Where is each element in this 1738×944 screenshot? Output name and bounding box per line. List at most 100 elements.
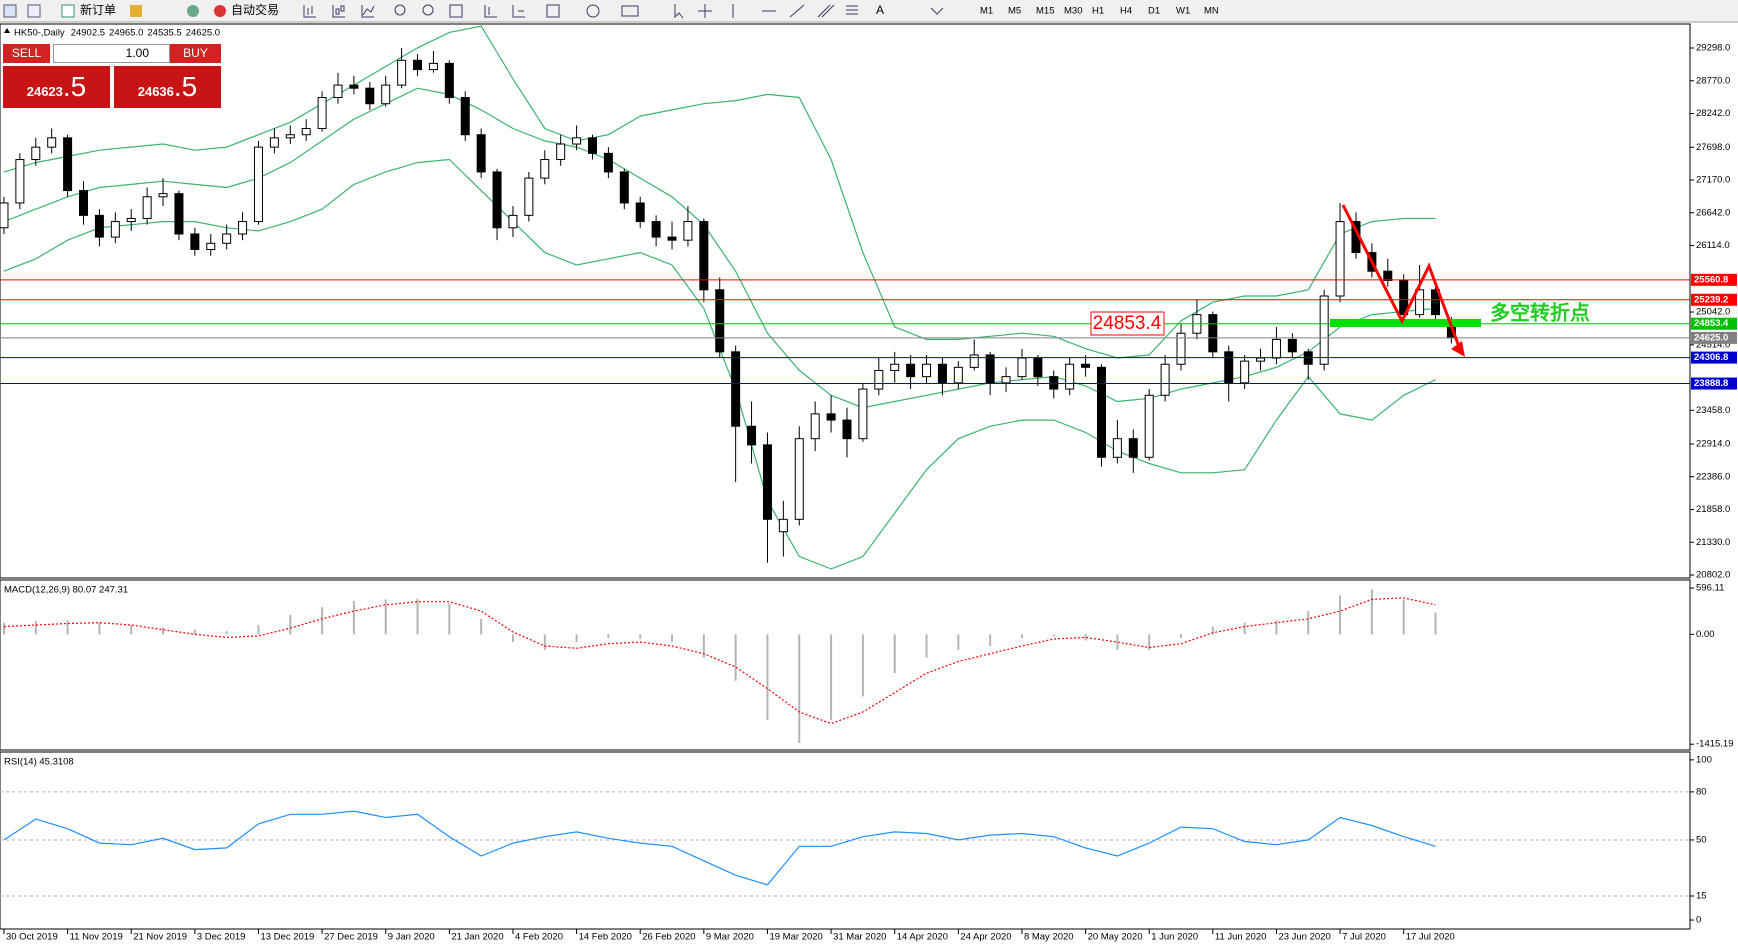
trendline-tool[interactable]: [789, 4, 805, 18]
text-tool[interactable]: A: [876, 3, 884, 17]
macd-pane: [0, 579, 1691, 751]
ask-main: 24636: [137, 84, 174, 99]
timeframe[interactable]: H4: [1120, 6, 1132, 17]
rsi-pane: [0, 751, 1691, 930]
x-tick-label: 27 Dec 2019: [324, 932, 378, 943]
price-level-box: [1691, 317, 1737, 330]
tile-tool[interactable]: [449, 4, 463, 18]
period-tool[interactable]: [586, 4, 600, 18]
y-tick-label: 28242.0: [1696, 108, 1730, 119]
candle-body: [1144, 394, 1154, 458]
candle-body: [794, 438, 804, 520]
indicator-line: [3, 87, 1436, 409]
timeframe[interactable]: MN: [1204, 6, 1219, 17]
timeframe[interactable]: M5: [1008, 6, 1021, 17]
scroll-tool[interactable]: [484, 5, 497, 18]
zoom-out[interactable]: [422, 4, 434, 16]
y-tick-label: 24514.0: [1696, 339, 1730, 350]
sell-button[interactable]: SELL: [3, 44, 50, 63]
x-tick-label: 8 May 2020: [1024, 932, 1074, 943]
y-tick-label: 0.00: [1696, 629, 1715, 640]
y-tick-label: 20802.0: [1696, 570, 1730, 581]
candle-body: [572, 137, 582, 145]
candle-body: [206, 242, 216, 250]
channel-tool[interactable]: [817, 4, 835, 18]
timeframe[interactable]: M15: [1036, 6, 1054, 17]
price-level-label: 24853.4: [1694, 318, 1729, 329]
x-tick-label: 11 Nov 2019: [70, 932, 123, 943]
x-tick-label: 24 Apr 2020: [960, 932, 1011, 943]
candle-body: [619, 171, 629, 204]
arrow-tool[interactable]: [930, 7, 944, 15]
bid-price[interactable]: 24623.5: [3, 66, 110, 108]
candle-body: [922, 363, 932, 378]
bid-main: 24623: [26, 84, 63, 99]
ask-price[interactable]: 24636.5: [114, 66, 221, 108]
x-tick-label: 20 May 2020: [1088, 932, 1143, 943]
timeframe[interactable]: H1: [1092, 6, 1104, 17]
candle-body: [1065, 363, 1075, 390]
header-value: 24625.0: [186, 28, 220, 39]
timeframe[interactable]: D1: [1148, 6, 1160, 17]
candle-body: [1256, 357, 1266, 362]
candle-body: [762, 444, 772, 520]
lots-input[interactable]: 1.00: [53, 44, 170, 63]
candle-body: [397, 59, 407, 86]
candle-body: [1033, 357, 1043, 378]
line-tool[interactable]: [361, 5, 375, 18]
collapse-icon: [4, 28, 10, 33]
template-tool[interactable]: [621, 5, 639, 17]
price-level-box: [1691, 293, 1737, 306]
zoom-in[interactable]: [394, 4, 406, 16]
tool-icon[interactable]: [27, 4, 41, 18]
timeframe[interactable]: W1: [1176, 6, 1190, 17]
y-tick-label: 27170.0: [1696, 175, 1730, 186]
bid-tail: .5: [62, 71, 87, 102]
candle-body: [1208, 314, 1218, 353]
buy-button[interactable]: BUY: [170, 44, 221, 63]
candle-body: [747, 425, 757, 446]
candle-body: [476, 134, 486, 173]
fibo-tool[interactable]: [846, 5, 858, 15]
auto-trading-icon[interactable]: [214, 5, 226, 17]
timeframe[interactable]: M30: [1064, 6, 1082, 17]
auto-trading[interactable]: 自动交易: [231, 2, 279, 17]
pane-title: HK50-,Daily: [14, 28, 65, 39]
candle-body: [508, 214, 518, 229]
candle-body: [1176, 332, 1186, 365]
candle-body: [94, 214, 104, 238]
tool-icons: [303, 4, 944, 19]
y-tick-label: 26642.0: [1696, 207, 1730, 218]
candle-body: [953, 366, 963, 384]
tool-icon[interactable]: [130, 5, 142, 17]
bar-chart-tool[interactable]: [303, 5, 316, 18]
candle-body: [47, 137, 57, 148]
x-tick-label: 14 Feb 2020: [579, 932, 632, 943]
one-click-trading: SELL 1.00 BUY 24623.5 24636.5: [3, 44, 221, 108]
price-annotation-box: [1090, 311, 1165, 336]
crosshair-tool[interactable]: [698, 4, 712, 18]
new-order-icon[interactable]: [61, 4, 75, 18]
candle-body: [492, 171, 502, 229]
shift-tool[interactable]: [512, 5, 525, 18]
indicator-tool[interactable]: [546, 4, 560, 18]
candle-body: [285, 134, 295, 139]
candle-body: [651, 221, 661, 238]
tool-icon[interactable]: [3, 4, 17, 18]
candle-body: [985, 354, 995, 384]
price-level-label: 25239.2: [1694, 294, 1728, 305]
candle-tool[interactable]: [332, 5, 345, 18]
header-value: 24965.0: [109, 28, 143, 39]
candle-body: [317, 97, 327, 130]
cursor-tool[interactable]: [674, 4, 684, 19]
x-tick-label: 9 Mar 2020: [706, 932, 754, 943]
y-tick-label: 23458.0: [1696, 405, 1730, 416]
new-order[interactable]: 新订单: [80, 2, 116, 17]
timeframe[interactable]: M1: [980, 6, 993, 17]
candle-body: [428, 62, 438, 71]
tool-icon[interactable]: [187, 5, 199, 17]
candle-body: [301, 128, 311, 136]
candle-body: [142, 196, 152, 219]
